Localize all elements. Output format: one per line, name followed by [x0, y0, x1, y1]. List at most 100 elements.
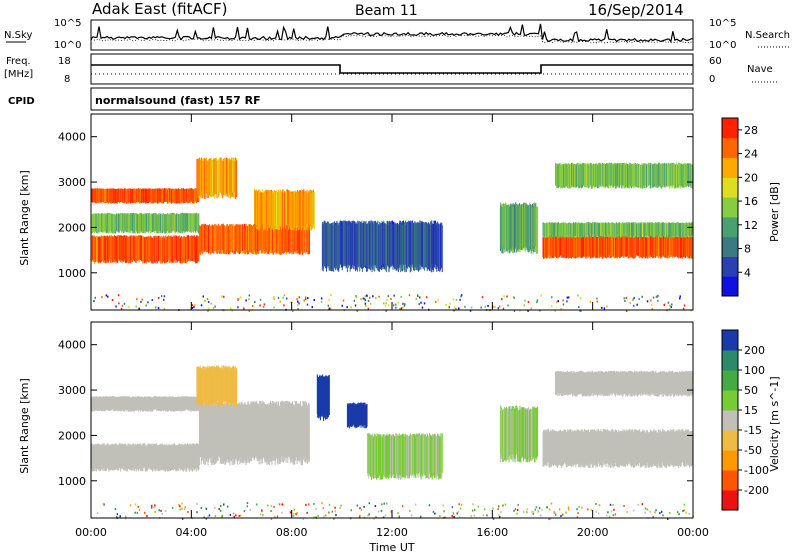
noise-point-velocity	[555, 513, 557, 516]
noise-point-power	[683, 304, 686, 307]
noise-point-power	[364, 302, 367, 305]
noise-point-velocity	[368, 502, 370, 505]
noise-point-power	[248, 294, 251, 297]
colorbar-segment	[722, 216, 738, 238]
noise-point-power	[506, 295, 508, 298]
noise-point-power	[418, 303, 420, 306]
noise-point-velocity	[255, 503, 258, 506]
noise-point-velocity	[453, 516, 455, 519]
noise-point-power	[245, 299, 247, 302]
noise-point-power	[93, 300, 95, 303]
colorbar-segment	[722, 177, 738, 198]
noise-point-velocity	[683, 509, 685, 512]
noise-point-power	[101, 296, 103, 299]
noise-point-power	[128, 306, 130, 309]
noise-point-power	[445, 303, 447, 306]
noise-point-power	[283, 294, 286, 297]
noise-point-power	[365, 304, 367, 307]
noise-point-velocity	[335, 514, 337, 517]
noise-point-velocity	[612, 504, 614, 507]
noise-point-power	[632, 298, 634, 301]
noise-point-power	[136, 298, 138, 301]
noise-point-power	[367, 299, 370, 302]
noise-point-velocity	[125, 515, 127, 518]
noise-point-power	[138, 307, 140, 310]
heatmap-cell-velocity	[441, 433, 443, 473]
noise-point-power	[160, 295, 163, 297]
noise-point-power	[641, 295, 643, 298]
noise-point-power	[601, 306, 603, 309]
noise-point-velocity	[136, 511, 139, 514]
noise-point-power	[399, 308, 401, 310]
colorbar-segment	[722, 118, 738, 139]
noise-point-power	[297, 300, 299, 303]
noise-point-power	[633, 297, 635, 300]
colorbar-segment	[722, 330, 738, 351]
noise-point-power	[629, 302, 631, 305]
noise-point-power	[263, 303, 266, 306]
noise-point-velocity	[221, 515, 223, 518]
noise-point-velocity	[102, 503, 105, 506]
noise-point-velocity	[270, 510, 272, 512]
noise-point-velocity	[223, 503, 225, 506]
noise-point-velocity	[221, 514, 224, 517]
noise-point-velocity	[328, 511, 330, 514]
noise-point-power	[273, 296, 275, 299]
noise-point-velocity	[292, 515, 295, 517]
noise-point-power	[470, 306, 473, 309]
velocity-panel	[91, 365, 694, 520]
colorbar-tick-label: 50	[744, 384, 758, 397]
noise-point-power	[94, 296, 96, 299]
noise-point-power	[503, 295, 505, 298]
nave-tick-top: 60	[709, 56, 722, 67]
noise-point-power	[657, 299, 659, 302]
colorbar-segment	[722, 370, 738, 391]
noise-point-velocity	[414, 503, 417, 506]
noise-point-velocity	[289, 511, 292, 514]
nsky-trace	[90, 23, 694, 43]
heatmap-cell-power	[236, 160, 238, 198]
noise-point-velocity	[460, 503, 463, 506]
noise-point-velocity	[452, 512, 455, 515]
colorbar-frame	[721, 329, 739, 511]
nsky-panel	[90, 19, 694, 51]
noise-point-velocity	[526, 508, 529, 511]
noise-point-velocity	[96, 512, 99, 514]
noise-point-velocity	[576, 516, 579, 519]
noise-point-velocity	[688, 512, 690, 515]
noise-point-power	[254, 301, 256, 303]
noise-point-power	[369, 296, 371, 299]
noise-point-power	[393, 304, 395, 307]
noise-point-velocity	[492, 517, 495, 520]
noise-point-velocity	[587, 508, 589, 511]
noise-point-power	[554, 309, 556, 312]
noise-point-velocity	[516, 512, 518, 515]
noise-point-power	[155, 306, 157, 309]
noise-point-power	[423, 302, 426, 305]
noise-point-velocity	[646, 508, 649, 511]
noise-point-velocity	[138, 508, 141, 511]
noise-point-power	[417, 294, 420, 297]
noise-point-velocity	[443, 510, 445, 513]
noise-point-power	[419, 296, 421, 299]
noise-point-velocity	[302, 517, 305, 520]
colorbar-tick-label: 24	[744, 148, 758, 161]
noise-point-power	[346, 306, 348, 309]
noise-point-power	[163, 298, 165, 301]
noise-point-power	[362, 297, 365, 300]
noise-point-velocity	[196, 502, 198, 505]
noise-point-power	[207, 307, 210, 310]
noise-point-velocity	[249, 508, 251, 511]
heatmap-cell-power	[441, 225, 443, 273]
noise-point-power	[207, 309, 209, 312]
noise-point-velocity	[200, 507, 203, 510]
heatmap-cell-power	[313, 192, 315, 230]
noise-point-power	[313, 299, 315, 301]
noise-point-power	[193, 306, 195, 309]
noise-point-velocity	[409, 509, 411, 512]
noise-point-power	[330, 294, 332, 297]
heatmap-cell-power	[308, 226, 310, 255]
colorbar-segment	[722, 450, 738, 471]
noise-point-power	[469, 309, 472, 312]
